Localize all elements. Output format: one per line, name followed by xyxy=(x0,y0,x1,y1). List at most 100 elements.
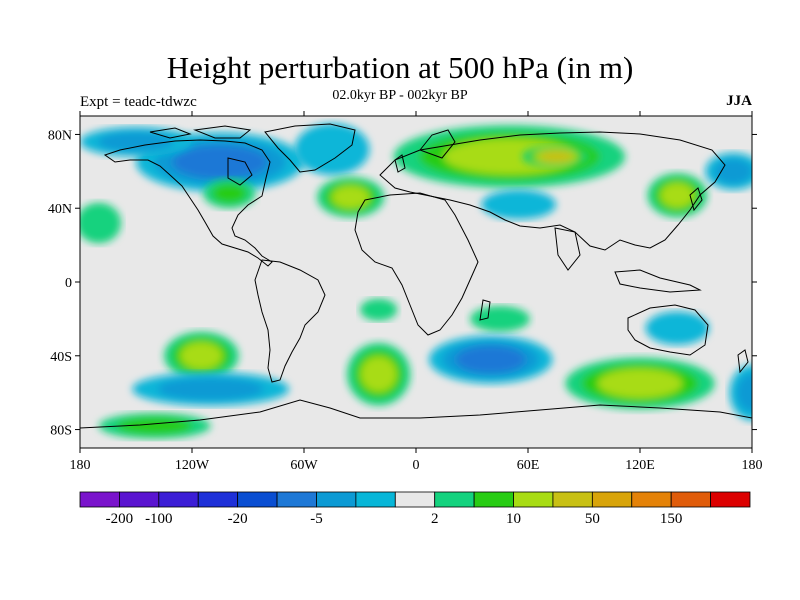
anomaly-band xyxy=(331,185,370,209)
anomaly-region xyxy=(393,125,626,188)
anomaly-band xyxy=(714,158,752,184)
coast-japan xyxy=(689,187,703,212)
coast-greenland xyxy=(264,123,356,173)
anomaly-region xyxy=(565,357,715,410)
season-label: JJA xyxy=(726,93,752,109)
anomaly-region xyxy=(522,145,590,168)
anomaly-region xyxy=(729,365,752,421)
coast-madagascar xyxy=(479,299,491,321)
coastlines xyxy=(80,123,752,429)
coast-india xyxy=(554,227,581,271)
experiment-label: Expt = teadc-tdwzc xyxy=(80,94,197,110)
x-tick-label: 60E xyxy=(517,458,540,473)
colorbar-bin xyxy=(197,491,239,508)
coast-new-zealand xyxy=(737,349,749,374)
coast-north-america xyxy=(103,139,273,267)
anomaly-band xyxy=(180,342,223,370)
anomaly-region xyxy=(294,123,370,176)
anomaly-region xyxy=(429,335,553,384)
coast-eurasia xyxy=(379,131,726,251)
anomaly-region xyxy=(360,298,398,321)
anomaly-band xyxy=(597,368,683,399)
colorbar-bin xyxy=(355,491,396,508)
colorbar-label: -20 xyxy=(228,511,248,527)
y-tick-label: 40S xyxy=(50,350,72,365)
plot-subtitle: 02.0kyr BP - 002kyr BP xyxy=(332,88,468,103)
colorbar-label: -100 xyxy=(145,511,173,527)
y-tick-label: 40N xyxy=(48,202,72,217)
coast-antarctica xyxy=(80,399,752,429)
anomaly-region xyxy=(645,311,710,345)
colorbar-bin xyxy=(513,491,554,508)
colorbar-bin xyxy=(631,491,672,508)
coast-australia xyxy=(627,304,709,356)
y-tick-label: 80N xyxy=(48,128,72,143)
anomaly-region xyxy=(80,202,122,244)
y-tick-label: 80S xyxy=(50,424,72,439)
anomaly-band xyxy=(172,145,268,179)
colorbar-bin xyxy=(591,491,633,508)
anomaly-band xyxy=(470,305,530,332)
anomaly-region xyxy=(346,342,411,406)
x-tick-label: 180 xyxy=(70,458,91,473)
anomaly-band xyxy=(660,182,695,208)
anomaly-region xyxy=(203,178,256,209)
anomaly-band xyxy=(157,377,264,401)
colorbar-bin xyxy=(394,491,436,508)
coast-indonesia xyxy=(614,269,702,293)
anomaly-region xyxy=(470,305,530,332)
colorbar-bin xyxy=(316,491,357,508)
anomaly-region xyxy=(317,176,385,218)
colorbar: -200 -100 -20 -5 2 10 50 150 xyxy=(79,491,751,527)
anomaly-band xyxy=(360,298,398,321)
coast-hudson-bay xyxy=(227,157,253,186)
x-tick-label: 0 xyxy=(413,458,420,473)
anomaly-region xyxy=(705,152,752,190)
coast-arctic-islands xyxy=(149,125,252,139)
anomaly-band xyxy=(455,345,526,374)
coast-south-america xyxy=(254,259,326,383)
plot-area xyxy=(79,115,753,449)
x-tick-label: 180 xyxy=(742,458,763,473)
anomaly-band xyxy=(80,202,122,244)
colorbar-label: 2 xyxy=(431,511,439,527)
coast-africa xyxy=(354,192,479,336)
colorbar-bin xyxy=(237,491,278,508)
colorbar-bin xyxy=(670,491,711,508)
anomaly-band xyxy=(538,150,574,163)
colorbar-bin xyxy=(276,491,317,508)
coast-british-isles xyxy=(394,154,406,173)
x-tick-label: 120E xyxy=(625,458,655,473)
anomaly-band xyxy=(360,356,397,392)
colorbar-bin xyxy=(473,491,514,508)
anomaly-region xyxy=(647,173,708,218)
colorbar-label: 150 xyxy=(660,511,683,527)
x-tick-label: 120W xyxy=(175,458,210,473)
anomaly-band xyxy=(211,183,247,204)
anomaly-band xyxy=(98,131,174,152)
coast-scandinavia xyxy=(419,129,456,159)
anomaly-region xyxy=(80,127,192,157)
colorbar-label: -5 xyxy=(310,511,323,527)
anomaly-region xyxy=(98,412,211,439)
anomaly-band xyxy=(481,189,556,220)
y-tick-label: 0 xyxy=(65,276,72,291)
anomaly-band xyxy=(736,373,752,412)
anomaly-band xyxy=(294,123,370,176)
colorbar-bin xyxy=(552,491,593,508)
anomaly-region xyxy=(132,372,290,406)
colorbar-bin xyxy=(119,491,160,508)
anomaly-band xyxy=(645,311,710,345)
anomaly-region xyxy=(164,331,239,380)
x-tick-label: 60W xyxy=(290,458,318,473)
anomaly-band xyxy=(116,417,193,435)
anomaly-region xyxy=(481,189,556,220)
colorbar-bin xyxy=(158,491,199,508)
colorbar-label: 50 xyxy=(585,511,600,527)
colorbar-label: 10 xyxy=(506,511,521,527)
colorbar-bin xyxy=(710,491,751,508)
plot-title: Height perturbation at 500 hPa (in m) xyxy=(166,50,634,85)
colorbar-bin xyxy=(79,491,120,508)
colorbar-label: -200 xyxy=(106,511,134,527)
